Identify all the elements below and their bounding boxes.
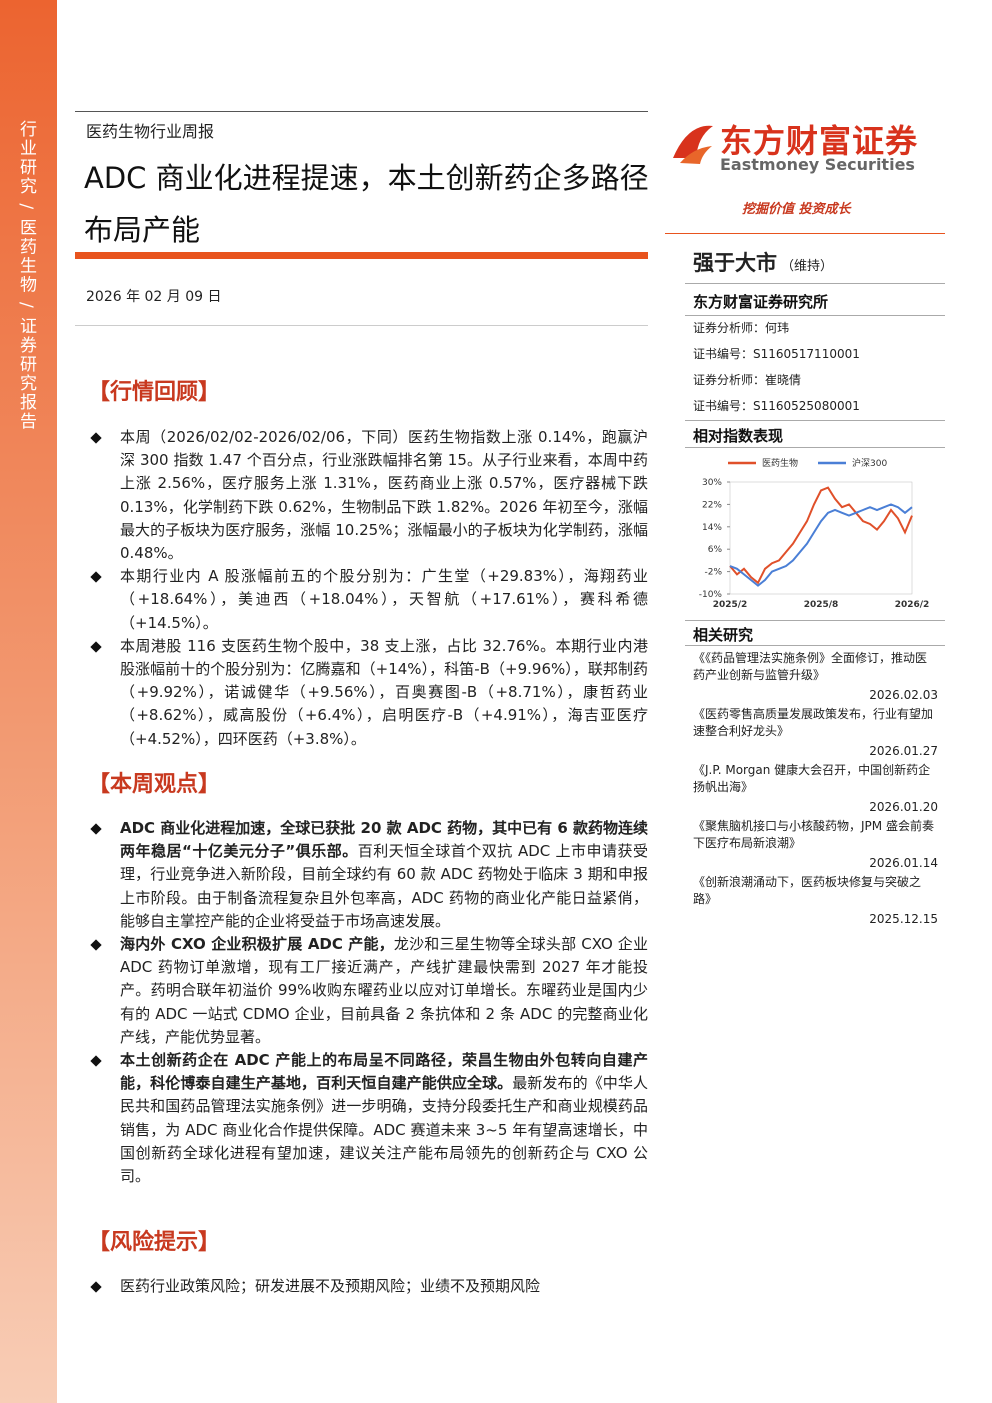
bullet-text: 最新发布的《中华人民共和国药品管理法实施条例》进一步明确，支持分段委托生产和商业… (120, 1074, 648, 1186)
bullet-bold: 本土创新药企在 ADC 产能上的布局呈不同路径，荣昌生物由外包转向自建产能，科伦… (120, 1051, 648, 1093)
related-title: 《聚焦脑机接口与小核酸药物，JPM 盛会前奏下医疗布局新浪潮》 (693, 819, 934, 850)
bullet: 本周（2026/02/02-2026/02/06，下同）医药生物指数上涨 0.1… (90, 426, 648, 565)
x-tick-label: 2025/8 (804, 600, 839, 610)
analyst: 证券分析师：崔晓倩 (693, 373, 802, 387)
brand-name: 东方财富证券 (720, 122, 919, 160)
related-date: 2026.01.14 (869, 856, 938, 870)
bullet: 本周港股 116 支医药生物个股中，38 支上涨，占比 32.76%。本期行业内… (90, 635, 648, 751)
bullet: ADC 商业化进程加速，全球已获批 20 款 ADC 药物，其中已有 6 款药物… (90, 817, 648, 933)
legend-label: 沪深300 (852, 457, 887, 469)
views-list: ADC 商业化进程加速，全球已获批 20 款 ADC 药物，其中已有 6 款药物… (90, 817, 648, 1188)
rule (75, 325, 648, 326)
rating-note: （维持） (781, 259, 834, 274)
series-line (729, 486, 913, 585)
section-heading: 【本周观点】 (88, 771, 221, 797)
slogan: 挖掘价值 投资成长 (742, 202, 851, 217)
rule (685, 315, 945, 316)
y-tick-label: 6% (708, 545, 723, 555)
chart-heading: 相对指数表现 (693, 427, 784, 445)
bullet: 本期行业内 A 股涨幅前五的个股分别为：广生堂（+29.83%），海翔药业（+1… (90, 565, 648, 635)
related-title: 《《药品管理法实施条例》全面修订，推动医药产业创新与监管升级》 (693, 651, 928, 682)
rule (75, 111, 648, 112)
risk-list: 医药行业政策风险；研发进展不及预期风险；业绩不及预期风险 (90, 1275, 648, 1298)
y-tick-label: 22% (702, 500, 722, 510)
bullet-text: 龙沙和三星生物等全球头部 CXO 企业 ADC 药物订单激增，现有工厂接近满产，… (120, 935, 648, 1046)
logo-icon (673, 125, 713, 164)
analysts: 证券分析师：何玮证书编号：S1160517110001 证券分析师：崔晓倩证书编号… (693, 319, 943, 423)
y-tick-label: -10% (699, 590, 723, 600)
review-list: 本周（2026/02/02-2026/02/06，下同）医药生物指数上涨 0.1… (90, 426, 648, 751)
section-heading: 【风险提示】 (88, 1229, 221, 1255)
related-list: 《《药品管理法实施条例》全面修订，推动医药产业创新与监管升级》 2026.02.0… (693, 650, 938, 930)
title-bar (75, 252, 648, 259)
rule (685, 620, 945, 621)
chart: -10% -2% 6% 14% 22% 30% 2025/2 2025/8 2026/2 医药生物… (699, 457, 930, 610)
related-title: 《医药零售高质量发展政策发布，行业有望加速整合利好龙头》 (693, 707, 934, 738)
related-date: 2026.01.20 (869, 800, 938, 814)
related-title: 《创新浪潮涌动下，医药板块修复与突破之路》 (693, 875, 922, 906)
rule (685, 420, 945, 421)
plot-frame (729, 481, 913, 595)
brand-english: Eastmoney Securities (720, 155, 915, 174)
related-date: 2025.12.15 (869, 912, 938, 926)
related-date: 2026.02.03 (869, 688, 938, 702)
related-heading: 相关研究 (693, 626, 754, 644)
sidebar: 行业研究 / 医药生物 / 证券研究报告 (0, 0, 57, 1403)
series-line (729, 503, 913, 587)
related-item: 《创新浪潮涌动下，医药板块修复与突破之路》 2025.12.15 (693, 874, 938, 928)
related-title: 《J.P. Morgan 健康大会召开，中国创新药企扬帆出海》 (693, 763, 931, 794)
category: 医药生物行业周报 (86, 122, 215, 141)
rule (665, 233, 945, 234)
related-date: 2026.01.27 (869, 744, 938, 758)
rating: 强于大市 （维持） (693, 247, 943, 277)
rule (685, 283, 945, 284)
analyst: 证书编号：S1160517110001 (693, 347, 860, 361)
x-tick-label: 2026/2 (895, 600, 930, 610)
related-item: 《J.P. Morgan 健康大会召开，中国创新药企扬帆出海》 2026.01.2… (693, 762, 938, 816)
related-item: 《聚焦脑机接口与小核酸药物，JPM 盛会前奏下医疗布局新浪潮》 2026.01.1… (693, 818, 938, 872)
rule (685, 645, 945, 646)
date: 2026 年 02 月 09 日 (86, 289, 222, 305)
analyst: 证券分析师：何玮 (693, 321, 790, 335)
title: ADC 商业化进程提速，本土创新药企多路径布局产能 (84, 161, 649, 247)
y-tick-label: 14% (702, 523, 722, 533)
bullet: 医药行业政策风险；研发进展不及预期风险；业绩不及预期风险 (90, 1275, 648, 1298)
related-item: 《医药零售高质量发展政策发布，行业有望加速整合利好龙头》 2026.01.27 (693, 706, 938, 760)
bullet: 海内外 CXO 企业积极扩展 ADC 产能，龙沙和三星生物等全球头部 CXO 企… (90, 933, 648, 1049)
x-tick-label: 2025/2 (713, 600, 748, 610)
bullet-text: 百利天恒全球首个双抗 ADC 上市申请获受理，行业竞争进入新阶段，目前全球约有 … (120, 842, 649, 930)
related-item: 《《药品管理法实施条例》全面修订，推动医药产业创新与监管升级》 2026.02.0… (693, 650, 938, 704)
bullet: 本土创新药企在 ADC 产能上的布局呈不同路径，荣昌生物由外包转向自建产能，科伦… (90, 1049, 648, 1188)
bullet-bold: ADC 商业化进程加速，全球已获批 20 款 ADC 药物，其中已有 6 款药物… (120, 819, 649, 861)
institute: 东方财富证券研究所 (693, 293, 829, 311)
legend-label: 医药生物 (762, 457, 798, 469)
analyst: 证书编号：S1160525080001 (693, 399, 860, 413)
bullet-bold: 海内外 CXO 企业积极扩展 ADC 产能， (120, 935, 394, 954)
rule (685, 447, 945, 448)
y-tick-label: 30% (702, 478, 722, 488)
rating-value: 强于大市 (693, 251, 777, 275)
sidebar-text: 行业研究 / 医药生物 / 证券研究报告 (16, 120, 36, 432)
section-heading: 【行情回顾】 (88, 379, 221, 405)
y-tick-label: -2% (704, 568, 722, 578)
